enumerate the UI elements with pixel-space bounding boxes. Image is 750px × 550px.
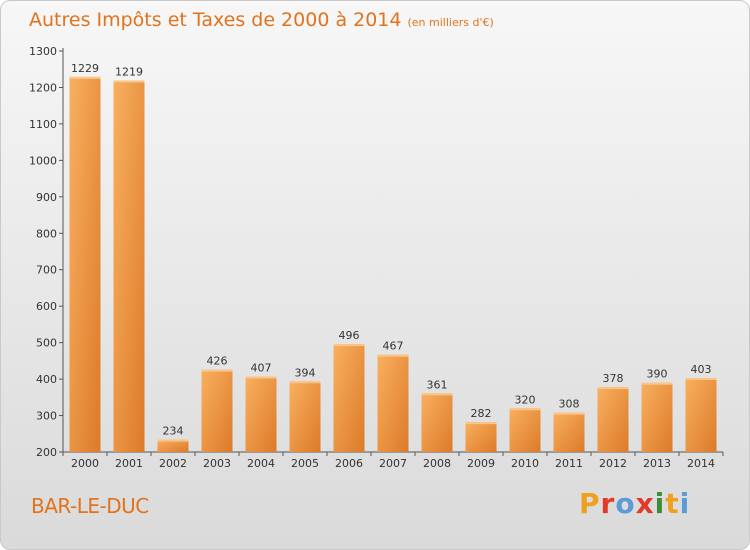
bar-2000 bbox=[69, 76, 101, 453]
y-tick-label: 900 bbox=[36, 191, 57, 204]
bar-2003 bbox=[201, 369, 233, 452]
data-label-2006: 496 bbox=[339, 329, 360, 342]
chart-title: Autres Impôts et Taxes de 2000 à 2014 (en… bbox=[29, 9, 494, 31]
data-label-2002: 234 bbox=[163, 425, 184, 438]
data-label-2010: 320 bbox=[515, 393, 536, 406]
data-label-2014: 403 bbox=[691, 363, 712, 376]
data-label-2001: 1219 bbox=[115, 66, 143, 79]
proxiti-logo[interactable]: Proxiti bbox=[579, 487, 691, 520]
bar-highlight bbox=[201, 369, 233, 372]
bar-2007 bbox=[377, 354, 409, 452]
y-tick-label: 600 bbox=[36, 300, 57, 313]
bar-highlight bbox=[113, 80, 145, 83]
chart-title-text: Autres Impôts et Taxes de 2000 à 2014 bbox=[29, 9, 402, 31]
place-name: BAR-LE-DUC bbox=[31, 494, 149, 518]
bar-highlight bbox=[421, 393, 453, 396]
bar-2002 bbox=[157, 439, 189, 452]
x-tick-label: 2011 bbox=[555, 457, 583, 470]
data-label-2009: 282 bbox=[471, 407, 492, 420]
y-tick-label: 1000 bbox=[29, 154, 57, 167]
bar-highlight bbox=[553, 412, 585, 415]
bar-2009 bbox=[465, 422, 497, 452]
y-tick-label: 1300 bbox=[29, 45, 57, 58]
y-tick-label: 1200 bbox=[29, 81, 57, 94]
x-tick-label: 2001 bbox=[115, 457, 143, 470]
y-tick-label: 400 bbox=[36, 373, 57, 386]
x-tick-label: 2013 bbox=[643, 457, 671, 470]
bar-2006 bbox=[333, 344, 365, 452]
bar-highlight bbox=[377, 354, 409, 357]
bar-highlight bbox=[289, 381, 321, 384]
x-tick-label: 2014 bbox=[687, 457, 715, 470]
bar-2004 bbox=[245, 376, 277, 452]
bar-highlight bbox=[157, 439, 189, 442]
x-tick-label: 2006 bbox=[335, 457, 363, 470]
x-tick-label: 2012 bbox=[599, 457, 627, 470]
data-label-2012: 378 bbox=[603, 372, 624, 385]
bar-2014 bbox=[685, 377, 717, 452]
bar-highlight bbox=[245, 376, 277, 379]
data-label-2011: 308 bbox=[559, 398, 580, 411]
x-tick-label: 2004 bbox=[247, 457, 275, 470]
bar-highlight bbox=[509, 408, 541, 411]
x-tick-label: 2008 bbox=[423, 457, 451, 470]
bar-highlight bbox=[465, 422, 497, 425]
data-label-2000: 1229 bbox=[71, 62, 99, 75]
data-label-2005: 394 bbox=[295, 366, 316, 379]
bar-2005 bbox=[289, 381, 321, 452]
x-tick-label: 2003 bbox=[203, 457, 231, 470]
data-label-2008: 361 bbox=[427, 378, 448, 391]
x-tick-label: 2007 bbox=[379, 457, 407, 470]
chart-subtitle: (en milliers d'€) bbox=[407, 16, 494, 29]
bar-2010 bbox=[509, 408, 541, 452]
bar-2001 bbox=[113, 80, 145, 452]
data-label-2003: 426 bbox=[207, 355, 228, 368]
bar-2008 bbox=[421, 393, 453, 452]
data-label-2013: 390 bbox=[647, 368, 668, 381]
bar-highlight bbox=[597, 387, 629, 390]
bar-2013 bbox=[641, 382, 673, 452]
y-tick-label: 300 bbox=[36, 410, 57, 423]
x-tick-label: 2009 bbox=[467, 457, 495, 470]
data-label-2004: 407 bbox=[251, 362, 272, 375]
y-tick-label: 500 bbox=[36, 337, 57, 350]
y-tick-label: 200 bbox=[36, 446, 57, 459]
x-tick-label: 2010 bbox=[511, 457, 539, 470]
bar-2011 bbox=[553, 412, 585, 452]
bar-highlight bbox=[69, 76, 101, 79]
x-tick-label: 2005 bbox=[291, 457, 319, 470]
x-tick-label: 2002 bbox=[159, 457, 187, 470]
bar-highlight bbox=[333, 344, 365, 347]
y-tick-label: 1100 bbox=[29, 118, 57, 131]
y-tick-label: 800 bbox=[36, 227, 57, 240]
bar-highlight bbox=[641, 382, 673, 385]
bar-highlight bbox=[685, 377, 717, 380]
bar-2012 bbox=[597, 387, 629, 452]
x-tick-label: 2000 bbox=[71, 457, 99, 470]
data-label-2007: 467 bbox=[383, 340, 404, 353]
y-tick-label: 700 bbox=[36, 264, 57, 277]
